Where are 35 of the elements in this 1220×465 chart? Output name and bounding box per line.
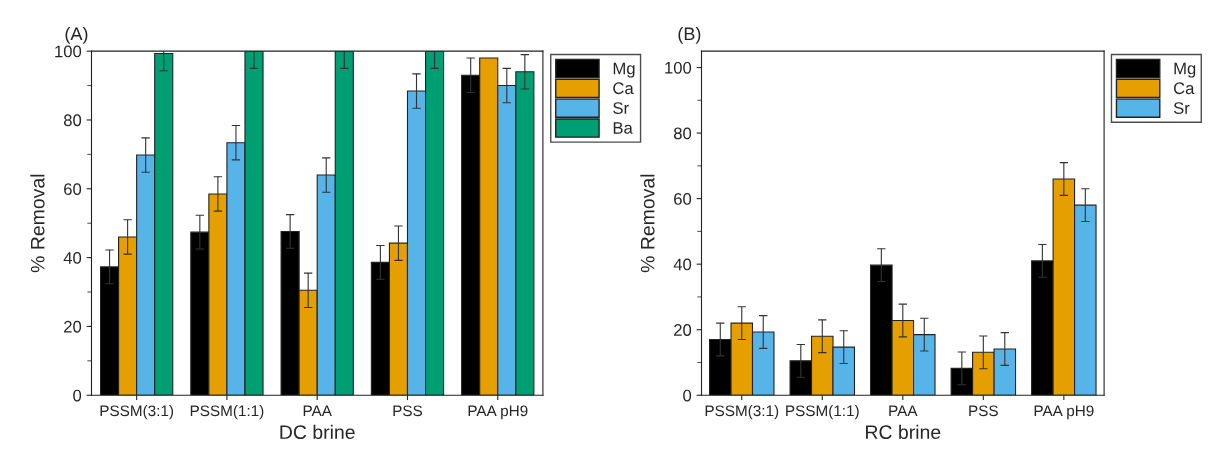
x-tick-label: PAA [303, 405, 332, 417]
y-axis-title: % Removal [30, 174, 45, 273]
x-tick-label: PAA pH9 [1034, 405, 1094, 420]
y-tick-label: 40 [673, 258, 692, 271]
y-tick-label: 60 [674, 193, 692, 205]
legend-label: Mg [1174, 62, 1196, 78]
y-tick-label: 100 [665, 61, 692, 74]
legend-label: Sr [613, 102, 629, 114]
y-tick-label: 60 [64, 183, 82, 195]
x-axis-title: DC brine [280, 424, 355, 440]
x-tick-label: PAA pH9 [468, 405, 528, 420]
x-axis-title: RC brine [866, 424, 941, 440]
chart-title: (B) [678, 26, 701, 44]
chart-title: (A) [65, 26, 88, 44]
x-tick-label: PSS [969, 405, 998, 417]
y-axis-title: % Removal [640, 174, 655, 273]
x-tick-label: PSSM(3:1) [100, 404, 174, 420]
x-tick-label: PSSM(1:1) [786, 404, 859, 420]
y-tick-label: 80 [63, 114, 82, 127]
y-tick-label: 40 [63, 252, 82, 264]
x-tick-label: PSSM(1:1) [190, 404, 264, 420]
y-tick-label: 0 [73, 389, 82, 402]
y-tick-label: 100 [55, 45, 82, 58]
legend-label: Ca [613, 82, 634, 95]
legend-label: Mg [613, 62, 635, 78]
legend-label: Sr [1173, 102, 1190, 114]
x-tick-label: PSS [393, 405, 423, 417]
y-tick-label: 0 [683, 389, 692, 402]
y-tick-label: 80 [673, 127, 692, 140]
y-tick-label: 20 [674, 324, 692, 336]
legend-label: Ca [1173, 82, 1195, 95]
legend-label: Ba [613, 122, 633, 134]
x-tick-label: PSSM(3:1) [705, 404, 779, 420]
y-tick-label: 20 [64, 320, 82, 333]
x-tick-label: PAA [889, 405, 918, 417]
